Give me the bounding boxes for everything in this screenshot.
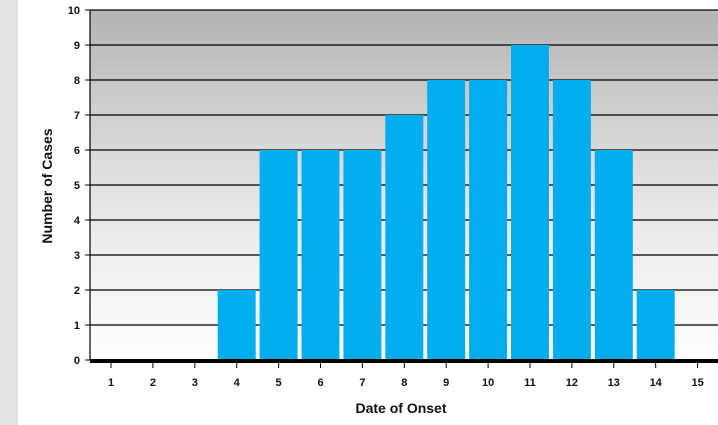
y-tick-label: 2 (74, 285, 80, 297)
x-tick-label: 2 (150, 377, 156, 389)
x-tick-label: 10 (482, 377, 494, 389)
bar (427, 80, 466, 360)
bar (636, 290, 675, 360)
y-tick-label: 9 (74, 40, 80, 52)
y-tick-label: 4 (74, 215, 81, 227)
x-tick-label: 15 (691, 377, 703, 389)
y-tick-label: 0 (74, 355, 80, 367)
y-tick-label: 7 (74, 110, 80, 122)
bar (552, 80, 591, 360)
x-tick-label: 8 (401, 377, 407, 389)
bar (343, 150, 382, 360)
x-tick-label: 1 (108, 377, 114, 389)
x-tick-label: 5 (276, 377, 282, 389)
x-tick-label: 4 (234, 377, 241, 389)
y-tick-label: 5 (74, 180, 80, 192)
x-tick-label: 11 (524, 377, 536, 389)
x-tick-label: 3 (192, 377, 198, 389)
y-tick-label: 1 (74, 320, 80, 332)
x-tick-label: 6 (317, 377, 323, 389)
bar (511, 45, 549, 360)
bar (217, 290, 256, 360)
left-border-strip (0, 0, 18, 425)
x-tick-label: 14 (650, 377, 663, 389)
y-tick-label: 3 (74, 250, 80, 262)
y-axis-title: Number of Cases (39, 128, 55, 243)
y-tick-label: 8 (74, 75, 80, 87)
x-tick-label: 13 (608, 377, 620, 389)
bar (594, 150, 633, 360)
y-tick-label: 6 (74, 145, 80, 157)
y-tick-label: 10 (68, 5, 80, 17)
x-tick-label: 12 (566, 377, 578, 389)
bar (301, 150, 340, 360)
bar (259, 150, 298, 360)
x-tick-label: 9 (443, 377, 449, 389)
bar (469, 80, 508, 360)
bar (385, 115, 424, 360)
x-axis-title: Date of Onset (355, 400, 446, 416)
x-tick-label: 7 (359, 377, 365, 389)
